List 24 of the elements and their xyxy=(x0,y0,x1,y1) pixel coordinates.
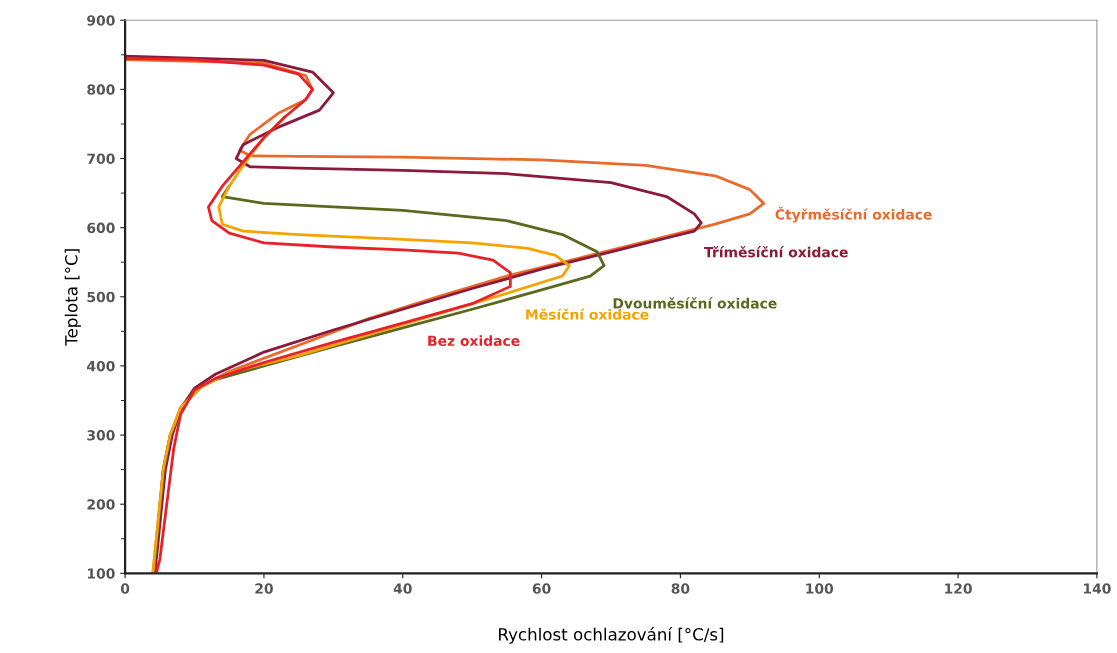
series-label: Čtyřměsíční oxidace xyxy=(775,206,932,223)
x-axis-title: Rychlost ochlazování [°C/s] xyxy=(499,627,724,644)
y-axis-title: Teplota [°C] xyxy=(64,249,81,346)
x-tick-label: 60 xyxy=(532,583,551,594)
x-tick-label: 100 xyxy=(806,583,834,594)
series-label: Bez oxidace xyxy=(428,335,520,347)
series-label: Měsíční oxidace xyxy=(526,308,649,320)
y-tick-label: 400 xyxy=(87,360,115,372)
y-tick-label: 900 xyxy=(87,15,115,26)
y-tick-label: 500 xyxy=(87,291,115,303)
x-tick-label: 20 xyxy=(255,583,273,594)
y-tick-label: 600 xyxy=(87,222,115,234)
x-tick-label: 120 xyxy=(945,583,972,594)
y-tick-label: 100 xyxy=(87,568,115,579)
text: Dvouměsíční oxidace xyxy=(613,297,777,309)
x-tick-label: 80 xyxy=(671,583,690,594)
series-label: Tříměsíční oxidace xyxy=(704,246,848,258)
x-tick-label: 140 xyxy=(1083,583,1111,594)
y-tick-label: 300 xyxy=(87,430,115,441)
y-tick-label: 700 xyxy=(87,153,115,164)
x-tick-label: 40 xyxy=(393,583,412,594)
y-tick-label: 800 xyxy=(87,84,115,95)
x-tick-label: 0 xyxy=(120,583,130,594)
y-tick-label: 200 xyxy=(87,499,115,510)
